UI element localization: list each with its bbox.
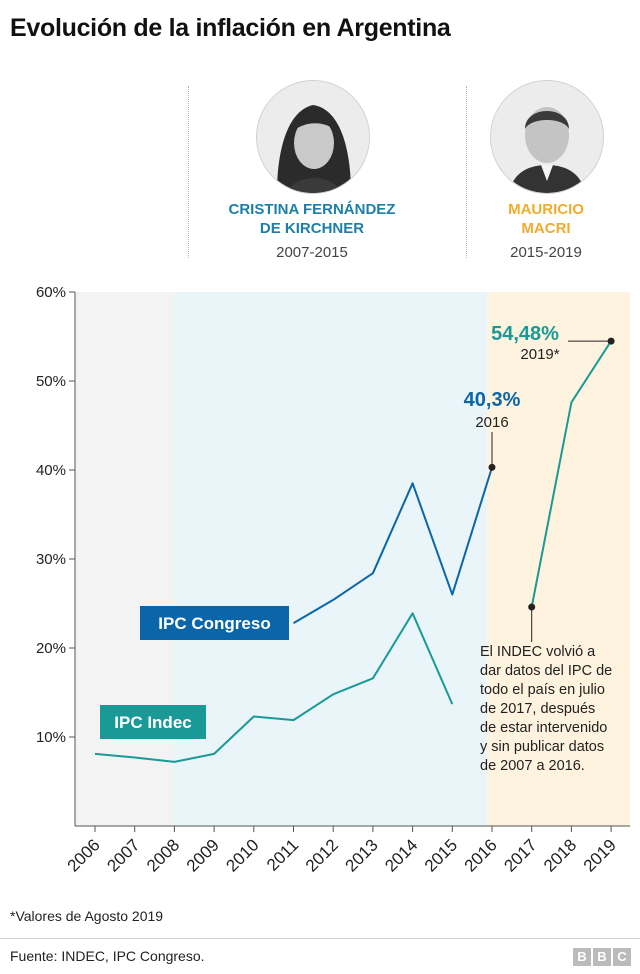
y-tick-label-10: 10% bbox=[36, 729, 66, 746]
president-1-name-line2: DE KIRCHNER bbox=[259, 220, 365, 237]
label-2016-year: 2016 bbox=[475, 414, 508, 431]
president-2-name-line1: MAURICIO bbox=[508, 201, 584, 218]
series-ipc-indec-2017 bbox=[530, 340, 612, 608]
y-tick-label-40: 40% bbox=[36, 462, 66, 479]
note-2017-line-4: de 2017, después bbox=[480, 701, 595, 717]
logo-block-3: C bbox=[613, 948, 631, 966]
bbc-logo: B B C bbox=[573, 948, 631, 966]
x-tick-label-2010: 2010 bbox=[222, 835, 262, 875]
period-band-pre bbox=[75, 292, 174, 826]
x-tick-label-2019: 2019 bbox=[580, 835, 620, 875]
y-tick-label-50: 50% bbox=[36, 373, 66, 390]
period-band-macri bbox=[487, 292, 630, 826]
x-tick-label-2015: 2015 bbox=[421, 835, 461, 875]
x-tick-label-2007: 2007 bbox=[103, 835, 143, 875]
president-2-years: 2015-2019 bbox=[510, 244, 582, 261]
president-1-name: CRISTINA FERNÁNDEZ DE KIRCHNER bbox=[190, 200, 434, 238]
x-tick-label-2012: 2012 bbox=[302, 835, 342, 875]
divider-left bbox=[188, 86, 189, 258]
source-note: Fuente: INDEC, IPC Congreso. bbox=[10, 948, 205, 964]
y-tick-label-30: 30% bbox=[36, 551, 66, 568]
note-2017-line-3: todo el país en julio bbox=[480, 682, 605, 698]
legend-box-ipc-congreso bbox=[140, 606, 289, 640]
note-2017-line-7: de 2007 a 2016. bbox=[480, 758, 585, 774]
note-2017-line-6: y sin publicar datos bbox=[480, 739, 604, 755]
logo-block-2: B bbox=[593, 948, 611, 966]
president-1-name-line1: CRISTINA FERNÁNDEZ bbox=[228, 201, 396, 218]
president-1-years: 2007-2015 bbox=[276, 244, 348, 261]
president-2-name-line2: MACRI bbox=[521, 220, 571, 237]
x-tick-label-2011: 2011 bbox=[263, 835, 302, 874]
y-tick-label-60: 60% bbox=[36, 284, 66, 301]
x-tick-label-2018: 2018 bbox=[540, 835, 580, 875]
x-tick-label-2009: 2009 bbox=[183, 835, 223, 875]
note-2017-line-2: dar datos del IPC de bbox=[480, 663, 612, 679]
note-2017-line-1: El INDEC volvió a bbox=[480, 644, 596, 660]
x-tick-label-2017: 2017 bbox=[500, 835, 540, 875]
note-2017-line-5: de estar intervenido bbox=[480, 720, 607, 736]
label-2019-year: 2019* bbox=[520, 346, 559, 363]
footnote: *Valores de Agosto 2019 bbox=[10, 908, 164, 924]
portrait-macri bbox=[490, 80, 604, 194]
label-2016-value: 40,3% bbox=[464, 389, 521, 411]
logo-block-1: B bbox=[573, 948, 591, 966]
period-band-kirchner bbox=[173, 292, 488, 826]
series-ipc-congreso bbox=[292, 467, 493, 624]
president-2-name: MAURICIO MACRI bbox=[466, 200, 626, 238]
label-2019-value: 54,48% bbox=[491, 323, 559, 345]
inflation-chart: 10%20%30%40%50%60%2006 2007 2008 2009 2010 20… bbox=[36, 284, 630, 876]
x-tick-label-2006: 2006 bbox=[64, 835, 104, 875]
legend-label-ipc-congreso: IPC Congreso bbox=[158, 614, 270, 633]
series-ipc-indec bbox=[94, 612, 454, 763]
x-tick-label-2014: 2014 bbox=[381, 835, 421, 875]
chart-title: Evolución de la inflación en Argentina bbox=[10, 14, 451, 42]
legend-label-ipc-indec: IPC Indec bbox=[114, 713, 191, 732]
y-tick-label-20: 20% bbox=[36, 640, 66, 657]
portrait-kirchner bbox=[256, 80, 370, 194]
legend-box-ipc-indec bbox=[100, 705, 206, 739]
divider-right bbox=[466, 86, 467, 258]
x-tick-label-2013: 2013 bbox=[342, 835, 382, 875]
x-tick-label-2008: 2008 bbox=[143, 835, 183, 875]
footer-divider bbox=[0, 938, 640, 939]
x-tick-label-2016: 2016 bbox=[461, 835, 501, 875]
